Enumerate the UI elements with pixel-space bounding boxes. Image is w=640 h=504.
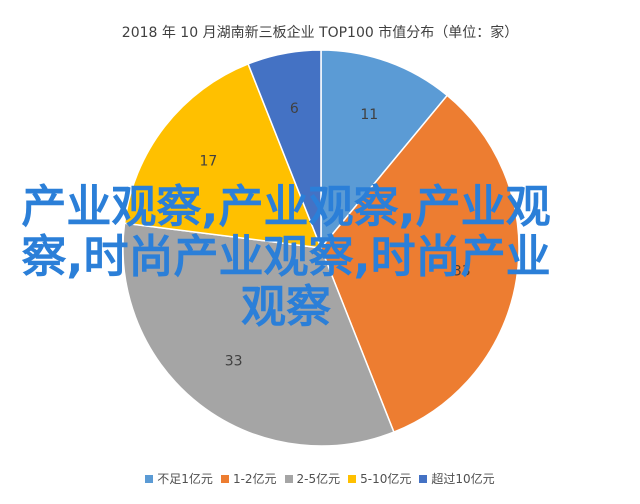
legend-label-3: 2-5亿元 (296, 472, 341, 486)
legend-item-2: 1-2亿元 (220, 470, 277, 487)
legend-swatch-1 (145, 474, 154, 483)
legend-item-4: 5-10亿元 (348, 470, 411, 487)
legend-item-5: 超过10亿元 (419, 470, 495, 487)
pie-slice-5 (247, 49, 322, 249)
legend-label-4: 5-10亿元 (360, 472, 412, 486)
legend-swatch-2 (220, 474, 229, 483)
pie-slice-2 (320, 94, 520, 434)
pie-slice-1 (320, 49, 449, 251)
data-label-2: 33 (453, 263, 471, 279)
chart-title: 2018 年 10 月湖南新三板企业 TOP100 市值分布（单位：家） (121, 25, 519, 41)
data-label-1: 11 (360, 107, 378, 123)
legend-swatch-5 (419, 474, 428, 483)
pie-slice-3 (122, 222, 395, 447)
data-label-4: 17 (199, 154, 217, 170)
data-label-3: 33 (225, 354, 243, 370)
legend-label-1: 不足1亿元 (157, 472, 213, 486)
data-label-5: 6 (290, 101, 299, 117)
chart-legend: 不足1亿元 1-2亿元 2-5亿元 5-10亿元 超过10亿元 (0, 470, 640, 487)
pie-slice-4 (123, 62, 323, 249)
legend-item-3: 2-5亿元 (284, 470, 341, 487)
pie-chart: 11 33 33 17 6 (122, 49, 520, 447)
legend-label-2: 1-2亿元 (232, 472, 277, 486)
legend-label-5: 超过10亿元 (431, 472, 495, 486)
watermark-overlay-text: 产业观察,产业观察,产业观察,时尚产业观察,时尚产业观察 (21, 180, 551, 333)
legend-swatch-4 (348, 474, 357, 483)
legend-swatch-3 (284, 474, 293, 483)
legend-item-1: 不足1亿元 (145, 470, 213, 487)
